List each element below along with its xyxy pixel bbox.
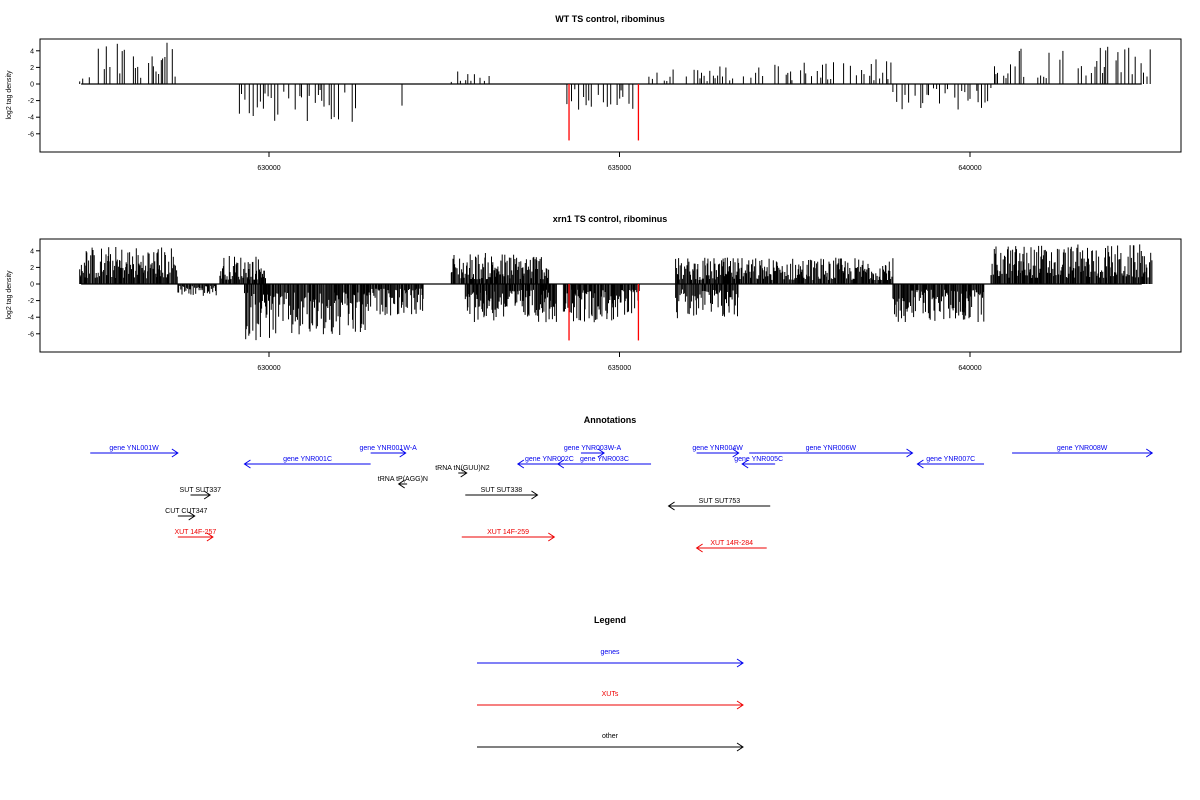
feature-label: gene YNR002C: [525, 456, 574, 463]
feature-label: tRNA tP(AGG)N: [378, 476, 428, 483]
feature-label: tRNA tN(GUU)N2: [435, 465, 490, 472]
annotation-track: gene YNL001W gene YNR001C gene YNR001W-A ge…: [90, 445, 1154, 553]
y-tick-label: -4: [28, 115, 34, 122]
feature-label: SUT SUT337: [180, 487, 222, 494]
feature-arrow: gene YNR004W: [692, 445, 743, 458]
y-tick-label: -6: [28, 331, 34, 338]
legend-label: XUTs: [602, 691, 619, 698]
feature-label: gene YNR001C: [283, 456, 332, 463]
legend-item: XUTs: [477, 691, 744, 710]
legend-item: other: [477, 733, 744, 752]
y-tick-label: -2: [28, 98, 34, 105]
panel-wt: WT TS control, ribominus log2 tag densit…: [6, 14, 1182, 172]
plot-area: -6 -4 -2 0 2 4 630000 635000 640000: [28, 244, 1153, 372]
x-tick-label: 630000: [257, 165, 280, 172]
feature-arrow: gene YNR007C: [916, 456, 985, 469]
feature-arrow: tRNA tN(GUU)N2: [435, 465, 490, 478]
feature-arrow: CUT CUT347: [165, 508, 208, 521]
y-tick-label: 4: [30, 248, 34, 255]
feature-arrow: gene YNR008W: [1012, 445, 1154, 458]
feature-label: gene YNL001W: [109, 445, 159, 452]
y-axis-label: log2 tag density: [6, 270, 13, 320]
feature-arrow: SUT SUT337: [180, 487, 222, 500]
feature-label: gene YNR001W-A: [359, 445, 417, 452]
y-tick-label: 0: [30, 282, 34, 289]
feature-arrow: XUT 14F-257: [174, 529, 216, 542]
panel-title: WT TS control, ribominus: [555, 14, 665, 24]
feature-arrow: gene YNR003W-A: [564, 445, 622, 458]
legend-item: genes: [477, 649, 744, 668]
legend-items: genes XUTs other: [477, 649, 744, 752]
feature-label: SUT SUT338: [481, 487, 523, 494]
feature-arrow: tRNA tP(AGG)N: [378, 476, 428, 489]
y-tick-label: 4: [30, 48, 34, 55]
y-tick-label: -2: [28, 298, 34, 305]
legend-panel: Legend genes XUTs other: [477, 615, 744, 752]
feature-label: XUT 14R-284: [710, 540, 753, 547]
feature-label: gene YNR005C: [734, 456, 783, 463]
feature-arrow: XUT 14F-259: [461, 529, 556, 542]
feature-arrow: XUT 14R-284: [695, 540, 767, 553]
panel-xrn1: xrn1 TS control, ribominus log2 tag dens…: [6, 214, 1182, 372]
legend-label: genes: [600, 649, 620, 656]
feature-label: XUT 14F-257: [174, 529, 216, 536]
y-tick-label: -6: [28, 131, 34, 138]
plot-frame: [39, 238, 1182, 353]
y-axis-label: log2 tag density: [6, 70, 13, 120]
y-tick-label: -4: [28, 315, 34, 322]
y-tick-label: 0: [30, 82, 34, 89]
feature-arrow: gene YNR001W-A: [359, 445, 417, 458]
x-tick-label: 635000: [608, 365, 631, 372]
feature-arrow: SUT SUT753: [667, 498, 771, 511]
plot-area: -6 -4 -2 0 2 4 630000 635000 640000: [28, 42, 1151, 172]
feature-arrow: gene YNR003C: [556, 456, 652, 469]
feature-label: gene YNR003C: [580, 456, 629, 463]
feature-arrow: gene YNR001C: [243, 456, 371, 469]
feature-label: SUT SUT753: [699, 498, 741, 505]
annotations-title: Annotations: [584, 415, 637, 425]
feature-arrow: gene YNR006W: [749, 445, 914, 458]
panel-title: xrn1 TS control, ribominus: [553, 214, 668, 224]
feature-label: gene YNR006W: [806, 445, 857, 452]
feature-arrow: SUT SUT338: [465, 487, 539, 500]
x-tick-label: 640000: [958, 165, 981, 172]
x-tick-label: 640000: [958, 365, 981, 372]
x-tick-label: 630000: [257, 365, 280, 372]
feature-arrow: gene YNL001W: [90, 445, 179, 458]
plot-frame: [39, 38, 1182, 153]
feature-label: gene YNR004W: [692, 445, 743, 452]
feature-label: gene YNR008W: [1057, 445, 1108, 452]
feature-label: gene YNR003W-A: [564, 445, 622, 452]
y-tick-label: 2: [30, 265, 34, 272]
legend-label: other: [602, 733, 619, 740]
feature-arrow: gene YNR005C: [734, 456, 783, 469]
feature-label: XUT 14F-259: [487, 529, 529, 536]
y-tick-label: 2: [30, 65, 34, 72]
x-tick-label: 635000: [608, 165, 631, 172]
feature-label: gene YNR007C: [926, 456, 975, 463]
feature-arrow: gene YNR002C: [516, 456, 581, 469]
feature-label: CUT CUT347: [165, 508, 207, 515]
legend-title: Legend: [594, 615, 626, 625]
